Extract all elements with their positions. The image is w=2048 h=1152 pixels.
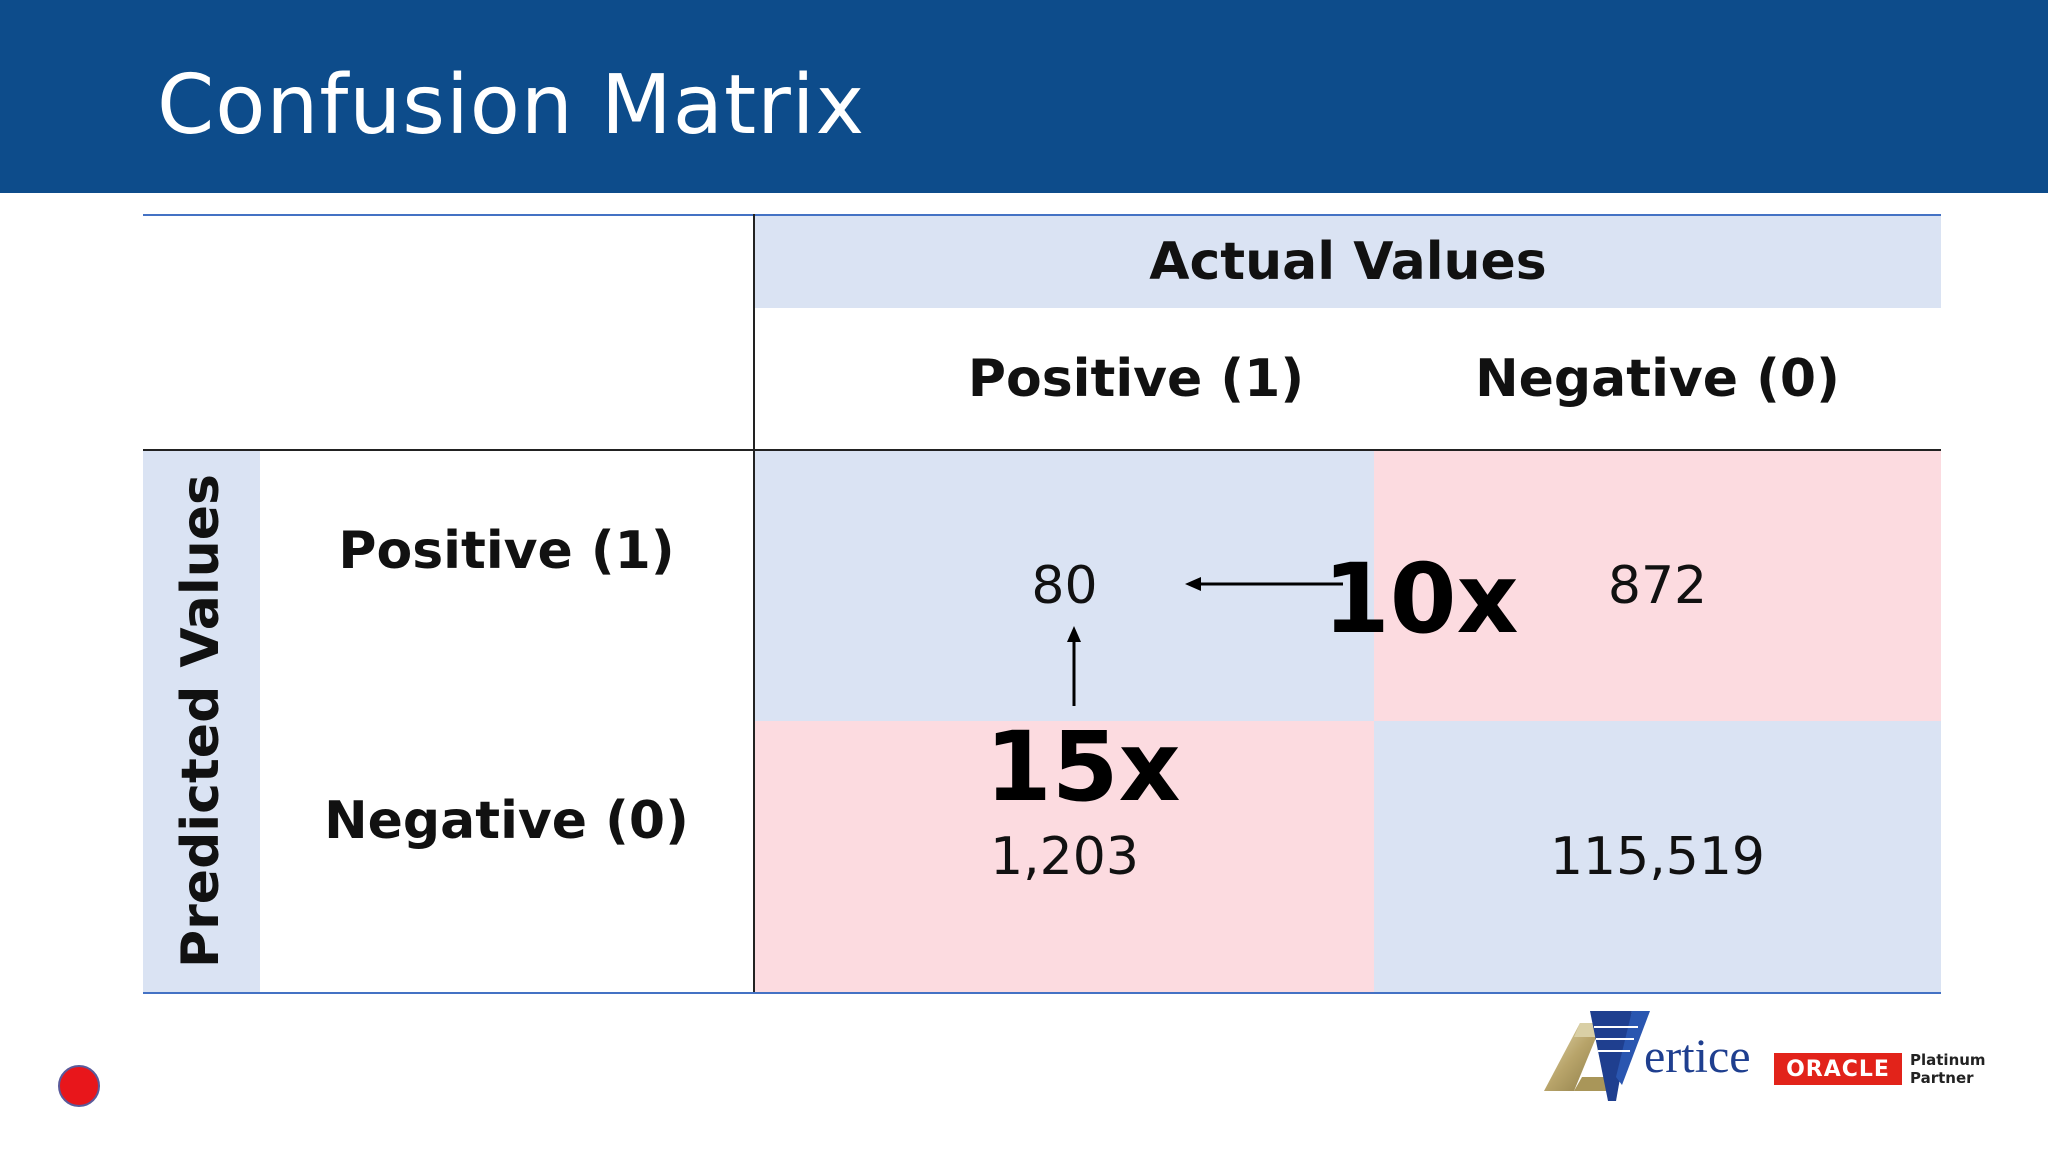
predicted-values-strip: Predicted Values bbox=[143, 451, 260, 992]
true-negative-value: 115,519 bbox=[1549, 826, 1766, 887]
table-header-rule bbox=[143, 449, 1941, 451]
partner-text: Platinum Partner bbox=[1910, 1051, 1986, 1087]
left-arrow-icon bbox=[1185, 577, 1343, 591]
true-positive-value: 80 bbox=[1031, 556, 1098, 616]
cell-true-positive: 80 bbox=[755, 451, 1374, 721]
fp-multiplier-label: 10x bbox=[1323, 543, 1519, 655]
fn-multiplier-label: 15x bbox=[985, 711, 1181, 823]
predicted-values-header: Predicted Values bbox=[171, 474, 231, 968]
table-bottom-rule bbox=[143, 992, 1941, 994]
slide-title: Confusion Matrix bbox=[157, 58, 866, 153]
record-indicator-icon[interactable] bbox=[58, 1065, 100, 1107]
oracle-badge: ORACLE bbox=[1774, 1053, 1902, 1085]
cell-false-negative: 1,203 bbox=[755, 721, 1374, 992]
column-label-positive: Positive (1) bbox=[967, 348, 1305, 409]
false-negative-value: 1,203 bbox=[990, 826, 1139, 887]
partner-line-2: Partner bbox=[1910, 1069, 1974, 1087]
row-label-positive: Positive (1) bbox=[338, 521, 675, 581]
confusion-matrix: Actual Values Positive (1) Negative (0) … bbox=[143, 214, 1941, 994]
vertice-wordmark: ertice bbox=[1644, 1030, 1751, 1083]
table-top-rule bbox=[143, 214, 1941, 216]
cell-false-positive: 872 bbox=[1374, 451, 1941, 721]
actual-values-header: Actual Values bbox=[755, 216, 1941, 308]
cell-true-negative: 115,519 bbox=[1374, 721, 1941, 992]
title-bar: Confusion Matrix bbox=[0, 0, 2048, 193]
up-arrow-icon bbox=[1067, 626, 1081, 706]
column-label-negative: Negative (0) bbox=[1475, 348, 1840, 409]
table-vertical-rule bbox=[753, 214, 755, 994]
row-label-negative: Negative (0) bbox=[324, 791, 689, 851]
vertice-logo-icon bbox=[1544, 1011, 1650, 1101]
false-positive-value: 872 bbox=[1607, 556, 1708, 616]
partner-line-1: Platinum bbox=[1910, 1051, 1986, 1069]
vertice-oracle-logo: ertice ORACLE Platinum Partner bbox=[1540, 1005, 2000, 1105]
